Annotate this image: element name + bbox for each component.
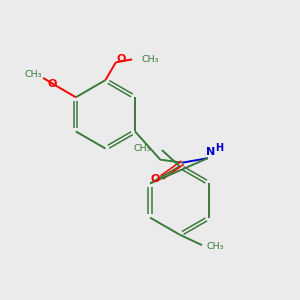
- Text: CH₃: CH₃: [134, 144, 152, 153]
- Text: CH₃: CH₃: [24, 70, 42, 80]
- Text: H: H: [215, 143, 223, 153]
- Text: O: O: [151, 174, 160, 184]
- Text: N: N: [206, 147, 215, 157]
- Text: O: O: [48, 79, 57, 89]
- Text: CH₃: CH₃: [142, 55, 160, 64]
- Text: O: O: [116, 54, 126, 64]
- Text: CH₃: CH₃: [206, 242, 224, 251]
